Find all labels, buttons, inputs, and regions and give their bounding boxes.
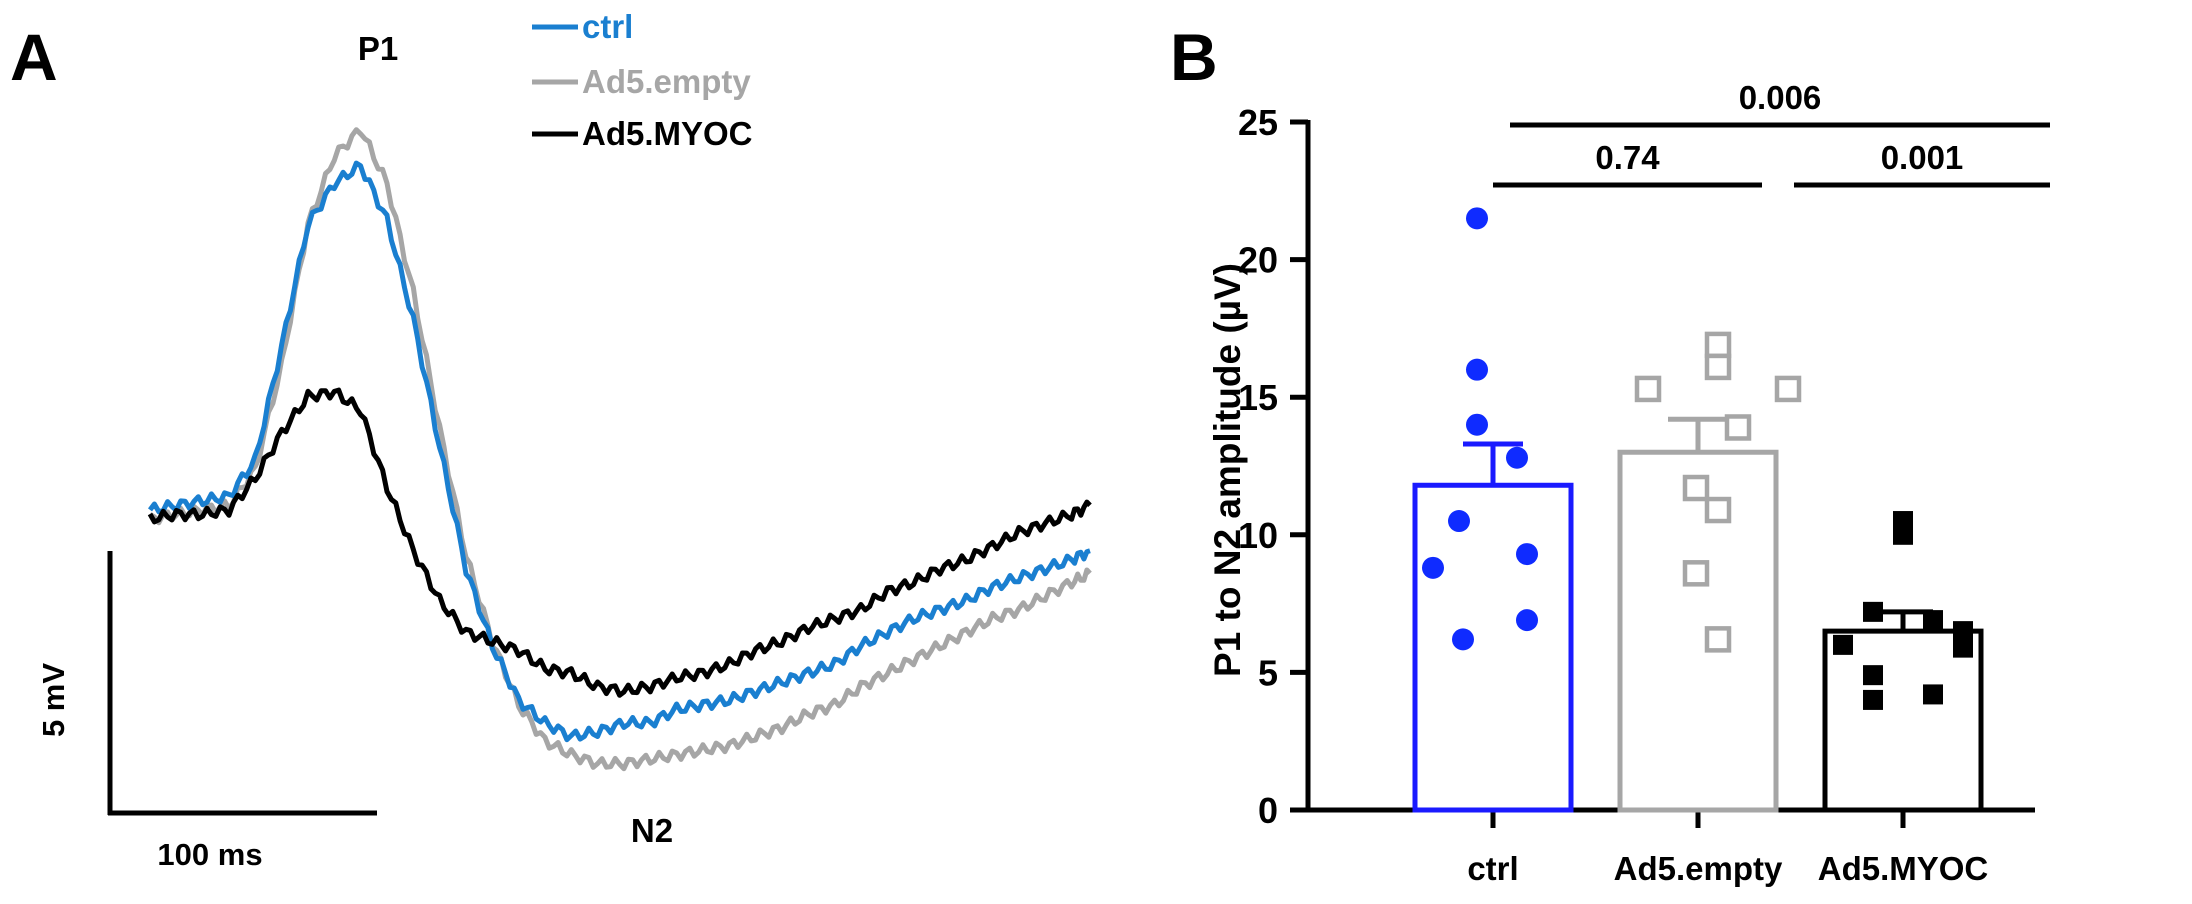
panel-b-comparisons: 0.74 0.001 0.006 xyxy=(1493,79,2050,188)
comparison-p-value: 0.001 xyxy=(1881,139,1964,176)
y-axis-title: P1 to N2 amplitude (µV) xyxy=(1207,263,1248,677)
y-tick-label: 5 xyxy=(1258,652,1278,693)
panel-b-axes: 0 5 10 15 20 25 ctrl Ad5.empty Ad5.MYOC xyxy=(1238,102,2035,887)
data-point-ctrl xyxy=(1516,609,1538,632)
legend-label-ad5-myoc: Ad5.MYOC xyxy=(582,115,753,152)
data-point-ctrl xyxy=(1516,543,1538,566)
data-point-ad5-myoc xyxy=(1893,524,1913,545)
panel-b-bars xyxy=(1412,416,1984,813)
data-point-ad5-myoc xyxy=(1923,610,1943,631)
y-tick-label: 0 xyxy=(1258,790,1278,831)
panel-b-points xyxy=(1422,207,1973,710)
data-point-ctrl xyxy=(1466,207,1488,230)
bar-ctrl xyxy=(1412,482,1574,813)
panel-a-traces xyxy=(147,127,1092,772)
trace-ad5-empty xyxy=(148,127,1092,772)
y-tick-label: 15 xyxy=(1238,377,1278,418)
data-point-ad5-myoc xyxy=(1953,637,1973,658)
y-scale-bar-label: 5 mV xyxy=(36,663,71,737)
y-tick-label: 25 xyxy=(1238,102,1278,143)
data-point-ctrl xyxy=(1448,510,1470,533)
data-point-ad5-empty xyxy=(1682,560,1710,587)
data-point-ad5-myoc xyxy=(1923,684,1943,705)
trace-ctrl xyxy=(147,160,1091,743)
data-point-ad5-myoc xyxy=(1863,601,1883,622)
x-tick-label-ctrl: ctrl xyxy=(1467,850,1518,887)
data-point-ad5-myoc xyxy=(1833,634,1853,655)
data-point-ad5-empty xyxy=(1704,353,1732,381)
x-tick-label-ad5-empty: Ad5.empty xyxy=(1614,850,1783,887)
data-point-ad5-empty xyxy=(1704,626,1732,653)
y-tick-label: 20 xyxy=(1238,240,1278,281)
bar-ad5-myoc xyxy=(1822,628,1984,813)
data-point-ctrl xyxy=(1422,556,1444,579)
data-point-ad5-empty xyxy=(1682,474,1710,502)
x-scale-bar-label: 100 ms xyxy=(157,837,262,872)
data-point-ad5-myoc xyxy=(1863,665,1883,686)
trace-ad5-myoc xyxy=(147,387,1092,698)
legend-label-ad5-empty: Ad5.empty xyxy=(582,63,751,100)
legend: ctrl Ad5.empty Ad5.MYOC xyxy=(532,8,753,152)
x-tick-label-ad5-myoc: Ad5.MYOC xyxy=(1818,850,1989,887)
data-point-ctrl xyxy=(1466,358,1488,381)
n2-annotation: N2 xyxy=(631,812,673,849)
data-point-ad5-empty xyxy=(1774,375,1802,403)
comparison-p-value: 0.74 xyxy=(1595,139,1660,176)
data-point-ctrl xyxy=(1466,413,1488,436)
scale-bars: 5 mV 100 ms xyxy=(36,551,377,872)
data-point-ctrl xyxy=(1452,628,1474,651)
panel-b: B P1 to N2 amplitude (µV) 0 5 10 15 20 25 ctrl… xyxy=(1170,20,2050,887)
comparison-p-value: 0.006 xyxy=(1739,79,1822,116)
legend-label-ctrl: ctrl xyxy=(582,8,633,45)
data-point-ad5-empty xyxy=(1704,496,1732,524)
data-point-ctrl xyxy=(1506,446,1528,469)
p1-annotation: P1 xyxy=(358,30,398,67)
panel-b-label: B xyxy=(1170,20,1218,94)
y-tick-label: 10 xyxy=(1238,515,1278,556)
data-point-ad5-myoc xyxy=(1863,689,1883,710)
data-point-ad5-myoc xyxy=(1953,621,1973,642)
bar-ad5-empty xyxy=(1617,449,1779,813)
panel-a: A P1 N2 ctrl Ad5.empty Ad5.MYOC 5 mV 100… xyxy=(10,8,1092,872)
data-point-ad5-empty xyxy=(1634,375,1662,403)
panel-a-label: A xyxy=(10,20,58,94)
data-point-ad5-empty xyxy=(1704,331,1732,359)
data-point-ad5-empty xyxy=(1724,414,1752,441)
